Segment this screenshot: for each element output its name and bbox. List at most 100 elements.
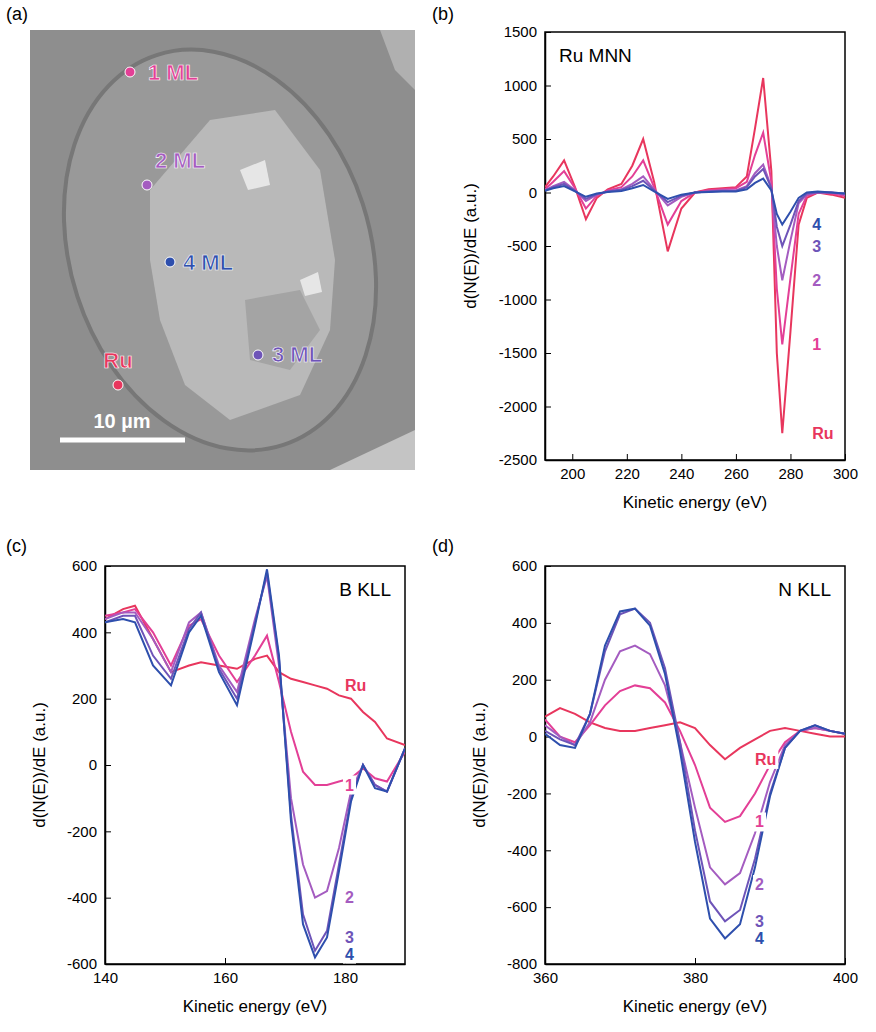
tick-label: 400 (72, 624, 97, 641)
tick-mark (545, 246, 551, 247)
tick-label: 500 (512, 130, 537, 147)
tick-mark (105, 765, 111, 766)
label-patch (343, 776, 356, 795)
scale-bar (60, 438, 185, 443)
tick-label: -1000 (499, 291, 537, 308)
series-label: 2 (755, 876, 764, 893)
scale-bar-label: 10 µm (93, 410, 150, 432)
tick-mark (845, 958, 846, 964)
tick-label: 160 (213, 969, 238, 986)
label-patch (343, 676, 368, 695)
tick: -2500 (499, 451, 551, 468)
series-label: 4 (812, 216, 821, 233)
panel-label: (b) (432, 4, 454, 24)
tick: -500 (507, 237, 551, 254)
spectrum-line (545, 646, 845, 885)
lines (545, 78, 845, 433)
label-patch (810, 335, 823, 354)
tick-label: 380 (683, 969, 708, 986)
tick-mark (105, 831, 111, 832)
label-patch (810, 237, 823, 256)
tick-label: 300 (833, 465, 858, 482)
tick-label: -500 (507, 237, 537, 254)
series-label-group: 1 (753, 812, 766, 831)
spectrum-line (105, 569, 405, 957)
series-label-group: 2 (343, 888, 356, 907)
spectrum-line (545, 78, 845, 433)
spectrum-line (545, 609, 845, 922)
tick-label: -600 (507, 898, 537, 915)
tick: -400 (507, 842, 551, 859)
lines (105, 569, 405, 957)
tick-label: 220 (615, 465, 640, 482)
tick: 200 (72, 690, 111, 707)
tick: 400 (72, 624, 111, 641)
label-patch (810, 215, 823, 234)
tick-label: 200 (560, 465, 585, 482)
y-axis-title: d(N(E))/dE (a.u.) (30, 702, 49, 828)
series-label-group: 2 (810, 271, 823, 290)
site-marker (113, 380, 123, 390)
series-label-group: Ru (810, 424, 835, 443)
site-marker (253, 350, 263, 360)
series-label-group: 3 (343, 928, 356, 947)
tick-mark (545, 850, 551, 851)
tick-mark (545, 964, 551, 965)
spectrum-line (545, 169, 845, 246)
tick: 160 (213, 958, 238, 986)
series-label-group: 3 (810, 237, 823, 256)
tick: 220 (615, 454, 640, 482)
series-label-group: 4 (343, 945, 356, 964)
title-patch (336, 578, 394, 601)
tick-label: 600 (512, 557, 537, 574)
title-patch (556, 44, 635, 67)
axis-line (545, 567, 547, 965)
series-label: 4 (755, 930, 764, 947)
tick: 240 (669, 454, 694, 482)
series-label-group: 2 (753, 875, 766, 894)
micrograph-panel: 1 ML2 ML4 ML3 MLRu10 µm (14, 9, 426, 492)
tick-mark (545, 623, 551, 624)
tick-label: -400 (67, 889, 97, 906)
tick: 1000 (504, 77, 551, 94)
y-axis-title: d(N(E))/dE (a.u.) (461, 183, 480, 309)
tick-mark (545, 907, 551, 908)
label-patch (753, 912, 766, 931)
site-label: 4 ML (183, 250, 233, 275)
tick: 200 (512, 671, 551, 688)
tick-label: 400 (512, 614, 537, 631)
series-label-group: 3 (753, 912, 766, 931)
bright-patch (240, 160, 270, 190)
plot-frame (545, 32, 845, 460)
tick-mark (545, 139, 551, 140)
series-label: 3 (812, 238, 821, 255)
tick-mark (545, 32, 551, 33)
label-patch (343, 928, 356, 947)
label-patch (810, 271, 823, 290)
spectrum-line (545, 685, 845, 821)
x-axis: 200220240260280300 (546, 454, 859, 482)
site-label: 2 ML (155, 148, 205, 173)
label-patch (343, 945, 356, 964)
tick: 500 (512, 130, 551, 147)
series-label: 1 (812, 336, 821, 353)
tick-label: -2000 (499, 398, 537, 415)
axis-line (546, 460, 846, 462)
tick-mark (736, 454, 737, 460)
tick-mark (545, 353, 551, 354)
tick: -2000 (499, 398, 551, 415)
tick-label: 200 (72, 690, 97, 707)
series-label-group: 4 (810, 215, 823, 234)
tick-label: 280 (778, 465, 803, 482)
plot-frame (545, 566, 845, 964)
spectrum-line (545, 133, 845, 345)
tick-mark (105, 699, 111, 700)
spectrum-line (545, 165, 845, 281)
tick: -200 (507, 785, 551, 802)
panel-label: (c) (6, 536, 27, 556)
y-axis: -800-600-400-2000200400600 (507, 557, 551, 972)
tick-mark (545, 793, 551, 794)
tick-label: -2500 (499, 451, 537, 468)
tick: -600 (507, 898, 551, 915)
x-axis-title: Kinetic energy (eV) (623, 493, 768, 512)
